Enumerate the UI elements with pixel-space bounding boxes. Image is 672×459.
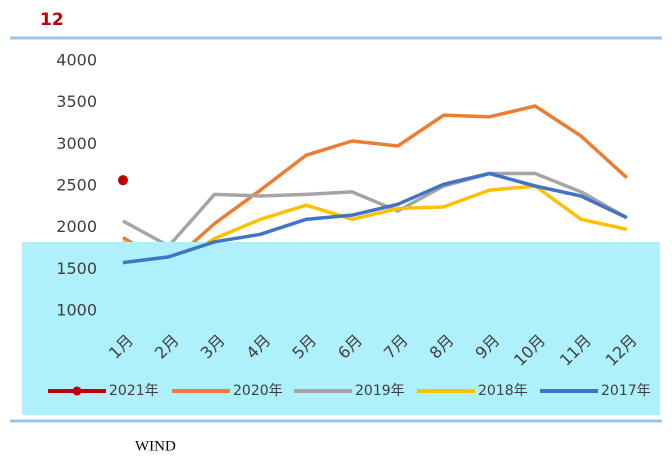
y-tick-label: 2500 — [56, 176, 97, 195]
series-line — [122, 104, 628, 267]
overlay-panel — [22, 242, 660, 415]
y-tick-label: 3500 — [56, 92, 97, 111]
legend-label: 2020年 — [233, 383, 283, 399]
series-line — [122, 171, 628, 265]
data-point — [118, 175, 128, 186]
y-tick-label: 1000 — [56, 301, 97, 320]
source: WIND — [135, 438, 176, 454]
legend-marker — [72, 386, 82, 396]
y-tick-label: 2000 — [56, 217, 97, 236]
y-tick-label: 1500 — [56, 259, 97, 278]
legend-label: 2018年 — [478, 383, 528, 399]
y-tick-label: 4000 — [56, 51, 97, 70]
legend-label: 2019年 — [355, 383, 405, 399]
y-tick-label: 3000 — [56, 134, 97, 153]
legend-label: 2017年 — [601, 383, 651, 399]
chart-title: 12 — [40, 10, 64, 30]
legend-label: 2021年 — [109, 383, 159, 399]
series-line — [122, 171, 628, 248]
